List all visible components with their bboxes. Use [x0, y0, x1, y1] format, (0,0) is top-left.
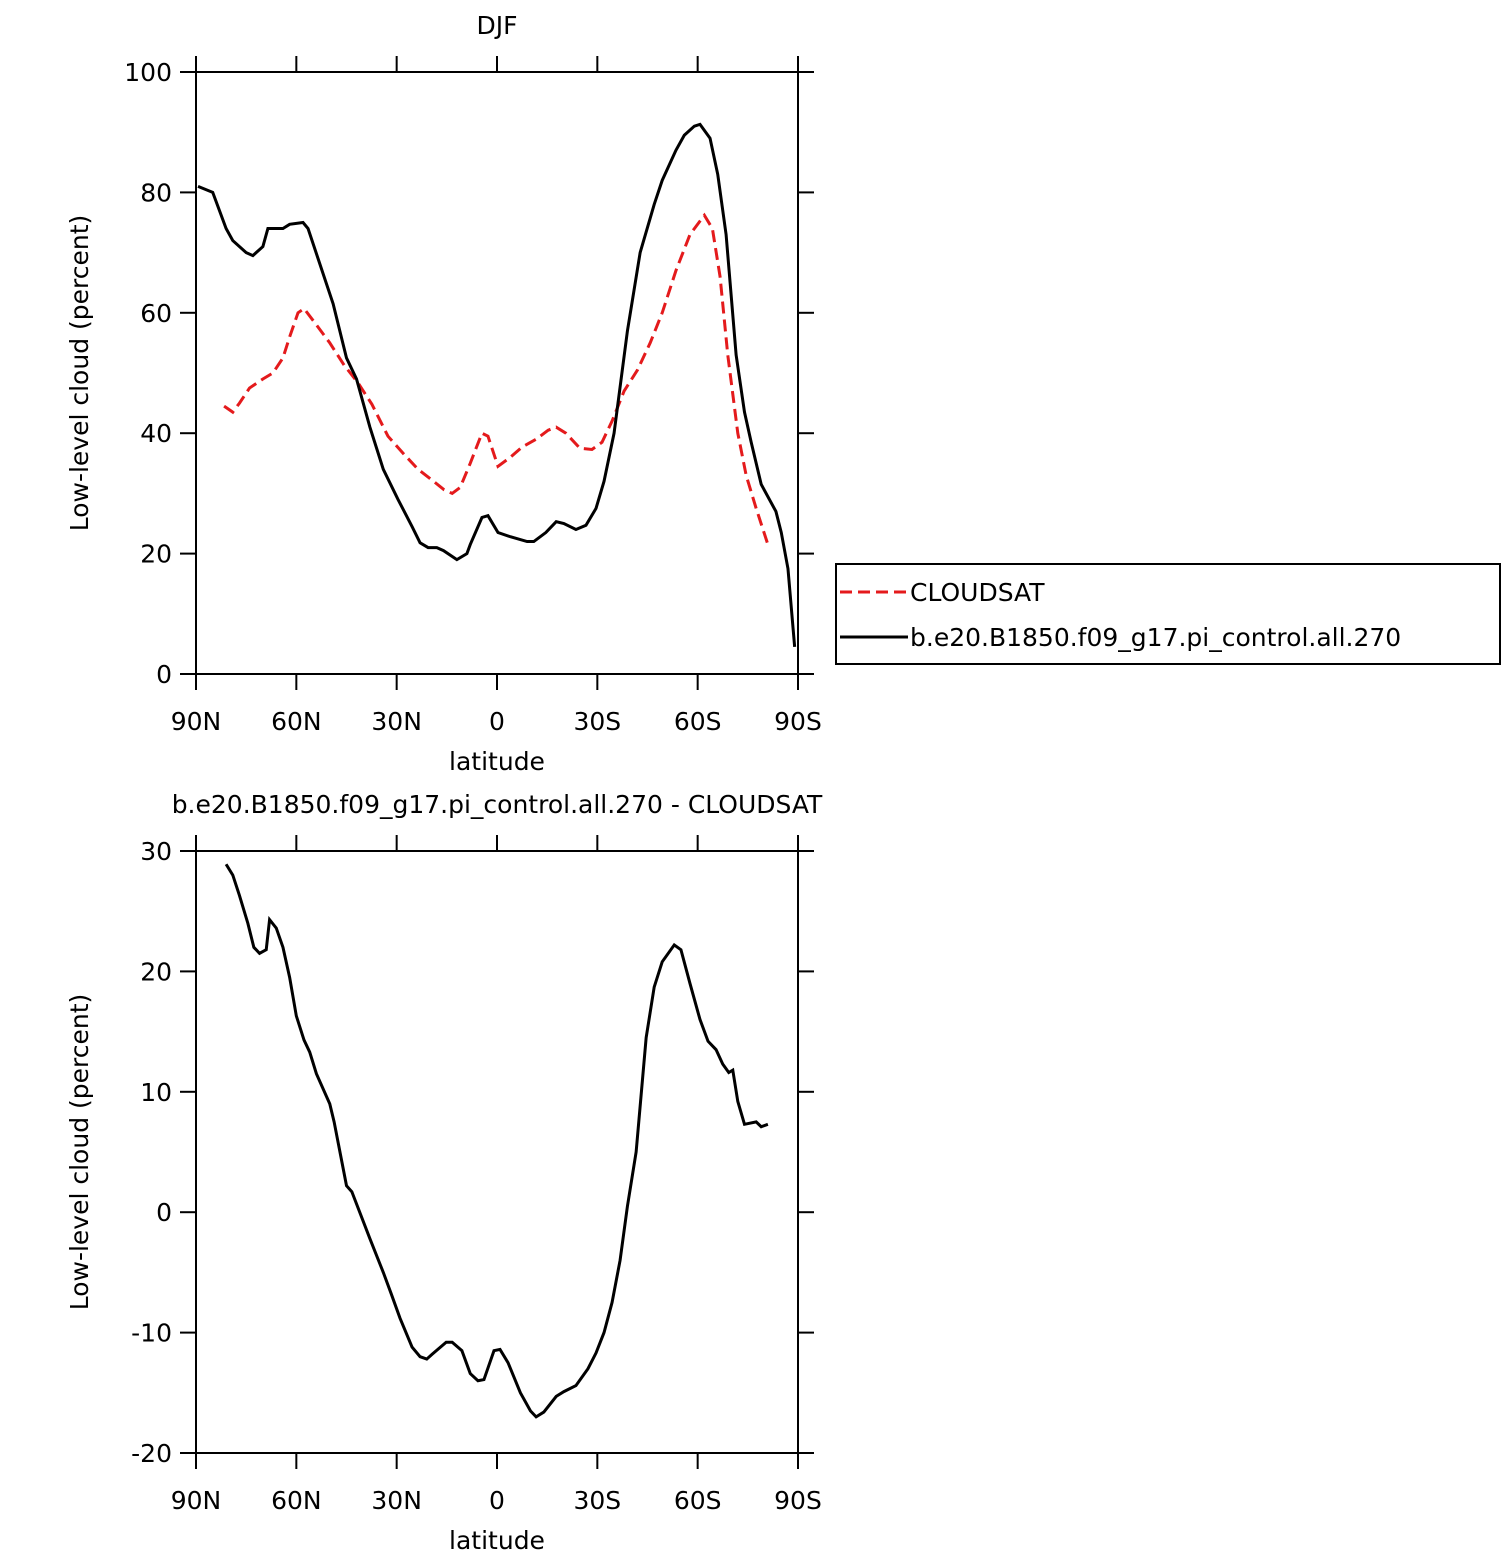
y-tick-label: 10: [140, 1078, 172, 1107]
legend-label: CLOUDSAT: [910, 578, 1045, 607]
x-tick-label: 90S: [774, 1486, 822, 1515]
x-tick-label: 30S: [573, 707, 621, 736]
y-axis-label: Low-level cloud (percent): [65, 994, 94, 1311]
y-tick-label: 60: [140, 299, 172, 328]
x-tick-label: 90S: [774, 707, 822, 736]
y-tick-label: 40: [140, 419, 172, 448]
y-tick-label: -20: [131, 1439, 172, 1468]
series-line: [224, 863, 769, 1419]
y-tick-label: 20: [140, 540, 172, 569]
chart-title: DJF: [476, 11, 517, 40]
plot-frame: [195, 71, 799, 675]
plot-frame: [195, 850, 799, 1454]
y-tick-label: 0: [156, 1198, 172, 1227]
x-tick-label: 30N: [371, 1486, 422, 1515]
x-axis-label: latitude: [449, 1526, 545, 1555]
x-tick-label: 30N: [371, 707, 422, 736]
x-tick-label: 60N: [271, 707, 322, 736]
chart: DJF latitude Low-level cloud (percent) 0 20 4…: [65, 11, 1501, 776]
x-tick-label: 60S: [674, 707, 722, 736]
x-tick-label: 0: [489, 1486, 505, 1515]
legend-label: b.e20.B1850.f09_g17.pi_control.all.270: [910, 623, 1401, 652]
x-tick-label: 90N: [171, 1486, 222, 1515]
x-tick-label: 60S: [674, 1486, 722, 1515]
x-tick-label: 60N: [271, 1486, 322, 1515]
x-tick-label: 30S: [573, 1486, 621, 1515]
x-tick-label: 90N: [171, 707, 222, 736]
y-tick-label: 80: [140, 178, 172, 207]
chart: b.e20.B1850.f09_g17.pi_control.all.270 -…: [65, 790, 823, 1555]
x-axis-label: latitude: [449, 747, 545, 776]
legend-box: [835, 563, 1501, 665]
y-tick-label: 100: [124, 58, 172, 87]
y-axis-label: Low-level cloud (percent): [65, 215, 94, 532]
chart-title: b.e20.B1850.f09_g17.pi_control.all.270 -…: [172, 790, 823, 819]
y-tick-label: -10: [131, 1319, 172, 1348]
series-line: [197, 122, 797, 648]
y-tick-label: 30: [140, 837, 172, 866]
x-tick-label: 0: [489, 707, 505, 736]
y-tick-label: 0: [156, 660, 172, 689]
y-tick-label: 20: [140, 957, 172, 986]
series-line: [223, 212, 770, 546]
